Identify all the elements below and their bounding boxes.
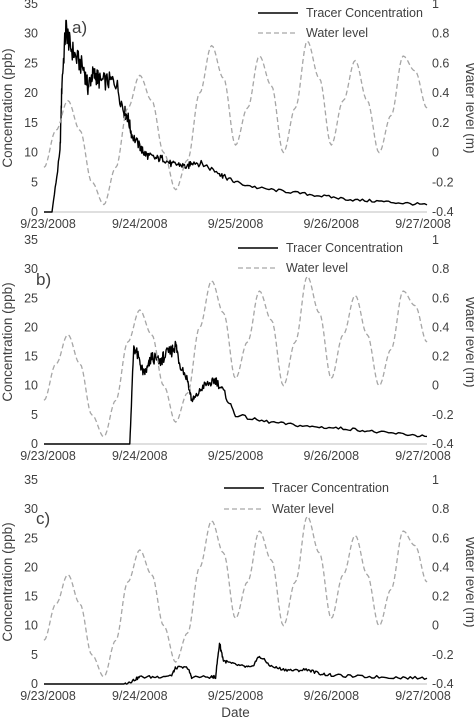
y2-tick-label: 0 bbox=[432, 379, 439, 393]
y-tick-label: 5 bbox=[31, 648, 38, 662]
x-tick-label: 9/26/2008 bbox=[303, 449, 359, 463]
y-tick-label: 30 bbox=[24, 262, 38, 276]
chart-panel-c: 0 5 10 15 20 25 30 35 -0.4 -0.2 0 0.2 0.4 0.6 0.8 1 9/23… bbox=[0, 473, 474, 720]
y-tick-label: 0 bbox=[31, 205, 38, 219]
y-axis-title: Concentration (ppb) bbox=[0, 282, 15, 401]
y-axis-title: Concentration (ppb) bbox=[0, 48, 15, 167]
y2-tick-label: 0.4 bbox=[432, 86, 449, 100]
x-tick-label: 9/25/2008 bbox=[208, 449, 264, 463]
tracer-concentration-line bbox=[44, 642, 428, 685]
water-level-line bbox=[43, 275, 428, 438]
legend-label: Tracer Concentration bbox=[286, 241, 403, 255]
y2-tick-label: 0 bbox=[432, 619, 439, 633]
y-tick-label: 15 bbox=[24, 116, 38, 130]
legend-label: Water level bbox=[306, 26, 368, 40]
x-axis-title: Date bbox=[221, 705, 250, 720]
y-axis-title: Concentration (ppb) bbox=[0, 522, 15, 641]
y-tick-label: 35 bbox=[24, 233, 38, 247]
y-tick-label: 35 bbox=[24, 0, 38, 11]
y2-tick-label: 0.2 bbox=[432, 590, 449, 604]
y-tick-label: 5 bbox=[31, 408, 38, 422]
y-tick-label: 25 bbox=[24, 291, 38, 305]
panel-label: a) bbox=[72, 18, 87, 37]
y-tick-label: 20 bbox=[24, 86, 38, 100]
y2-tick-label: 0.6 bbox=[432, 56, 449, 70]
chart-panel-a: 0 5 10 15 20 25 30 35 -0.4 -0.2 0 0.2 0.4 0.6 0.8 1 9/23… bbox=[0, 0, 474, 231]
x-tick-label: 9/23/2008 bbox=[20, 217, 76, 231]
y-tick-label: 5 bbox=[31, 175, 38, 189]
y2-tick-label: -0.4 bbox=[432, 205, 454, 219]
y-tick-label: 15 bbox=[24, 590, 38, 604]
y2-tick-label: 0.4 bbox=[432, 560, 449, 574]
y2-tick-label: -0.2 bbox=[432, 175, 454, 189]
y-tick-label: 10 bbox=[24, 146, 38, 160]
x-tick-label: 9/27/2008 bbox=[395, 689, 451, 703]
y2-tick-label: 1 bbox=[432, 233, 439, 247]
y-tick-label: 0 bbox=[31, 437, 38, 451]
tracer-concentration-line bbox=[44, 19, 428, 213]
x-tick-label: 9/25/2008 bbox=[208, 217, 264, 231]
tracer-concentration-line bbox=[44, 340, 428, 445]
y-tick-label: 30 bbox=[24, 502, 38, 516]
chart-panel-b: 0 5 10 15 20 25 30 35 -0.4 -0.2 0 0.2 0.4 0.6 0.8 1 9/23… bbox=[0, 233, 474, 463]
x-tick-label: 9/26/2008 bbox=[303, 217, 359, 231]
y-tick-label: 25 bbox=[24, 531, 38, 545]
water-level-line bbox=[43, 40, 428, 206]
y2-tick-label: 0.2 bbox=[432, 350, 449, 364]
y2-tick-label: -0.4 bbox=[432, 677, 454, 691]
x-tick-label: 9/26/2008 bbox=[303, 689, 359, 703]
y2-tick-label: 0.4 bbox=[432, 320, 449, 334]
panel-label: b) bbox=[36, 270, 51, 289]
y2-axis-title: Water level (m) bbox=[463, 62, 474, 153]
y2-tick-label: 1 bbox=[432, 473, 439, 487]
y2-tick-label: -0.4 bbox=[432, 437, 454, 451]
y2-tick-label: 1 bbox=[432, 0, 439, 11]
y-tick-label: 10 bbox=[24, 379, 38, 393]
y2-axis-title: Water level (m) bbox=[463, 536, 474, 627]
x-tick-label: 9/23/2008 bbox=[20, 449, 76, 463]
x-tick-label: 9/24/2008 bbox=[112, 689, 168, 703]
y-tick-label: 20 bbox=[24, 320, 38, 334]
y2-tick-label: 0.2 bbox=[432, 116, 449, 130]
y2-tick-label: 0.6 bbox=[432, 531, 449, 545]
legend-label: Tracer Concentration bbox=[306, 6, 423, 20]
y2-axis-title: Water level (m) bbox=[463, 296, 474, 387]
y2-tick-label: -0.2 bbox=[432, 408, 454, 422]
x-tick-label: 9/23/2008 bbox=[20, 689, 76, 703]
panel-label: c) bbox=[36, 509, 50, 528]
y-tick-label: 35 bbox=[24, 473, 38, 487]
y2-tick-label: 0 bbox=[432, 146, 439, 160]
x-tick-label: 9/27/2008 bbox=[395, 217, 451, 231]
y-tick-label: 25 bbox=[24, 56, 38, 70]
x-tick-label: 9/27/2008 bbox=[395, 449, 451, 463]
y-tick-label: 0 bbox=[31, 677, 38, 691]
y2-tick-label: 0.8 bbox=[432, 502, 449, 516]
legend-label: Water level bbox=[286, 261, 348, 275]
x-tick-label: 9/25/2008 bbox=[208, 689, 264, 703]
y-tick-label: 15 bbox=[24, 350, 38, 364]
y-tick-label: 10 bbox=[24, 619, 38, 633]
y-tick-label: 30 bbox=[24, 27, 38, 41]
y2-tick-label: 0.6 bbox=[432, 291, 449, 305]
y2-tick-label: -0.2 bbox=[432, 648, 454, 662]
legend-label: Water level bbox=[272, 502, 334, 516]
y2-tick-label: 0.8 bbox=[432, 27, 449, 41]
y2-tick-label: 0.8 bbox=[432, 262, 449, 276]
legend-label: Tracer Concentration bbox=[272, 481, 389, 495]
y-tick-label: 20 bbox=[24, 560, 38, 574]
x-tick-label: 9/24/2008 bbox=[112, 217, 168, 231]
water-level-line bbox=[43, 515, 428, 678]
x-tick-label: 9/24/2008 bbox=[112, 449, 168, 463]
